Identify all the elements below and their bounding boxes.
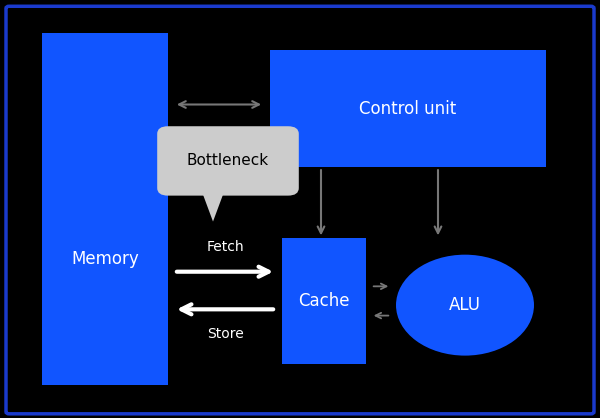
FancyBboxPatch shape bbox=[42, 33, 168, 385]
Text: Fetch: Fetch bbox=[206, 240, 244, 254]
Text: Bottleneck: Bottleneck bbox=[187, 153, 269, 168]
Polygon shape bbox=[200, 186, 226, 222]
Text: Control unit: Control unit bbox=[359, 99, 457, 118]
FancyBboxPatch shape bbox=[270, 50, 546, 167]
Text: ALU: ALU bbox=[449, 296, 481, 314]
FancyBboxPatch shape bbox=[282, 238, 366, 364]
Ellipse shape bbox=[396, 255, 534, 356]
Text: Cache: Cache bbox=[298, 292, 350, 310]
FancyBboxPatch shape bbox=[6, 6, 594, 414]
Text: Memory: Memory bbox=[71, 250, 139, 268]
FancyBboxPatch shape bbox=[157, 126, 299, 196]
Text: Store: Store bbox=[206, 327, 244, 342]
